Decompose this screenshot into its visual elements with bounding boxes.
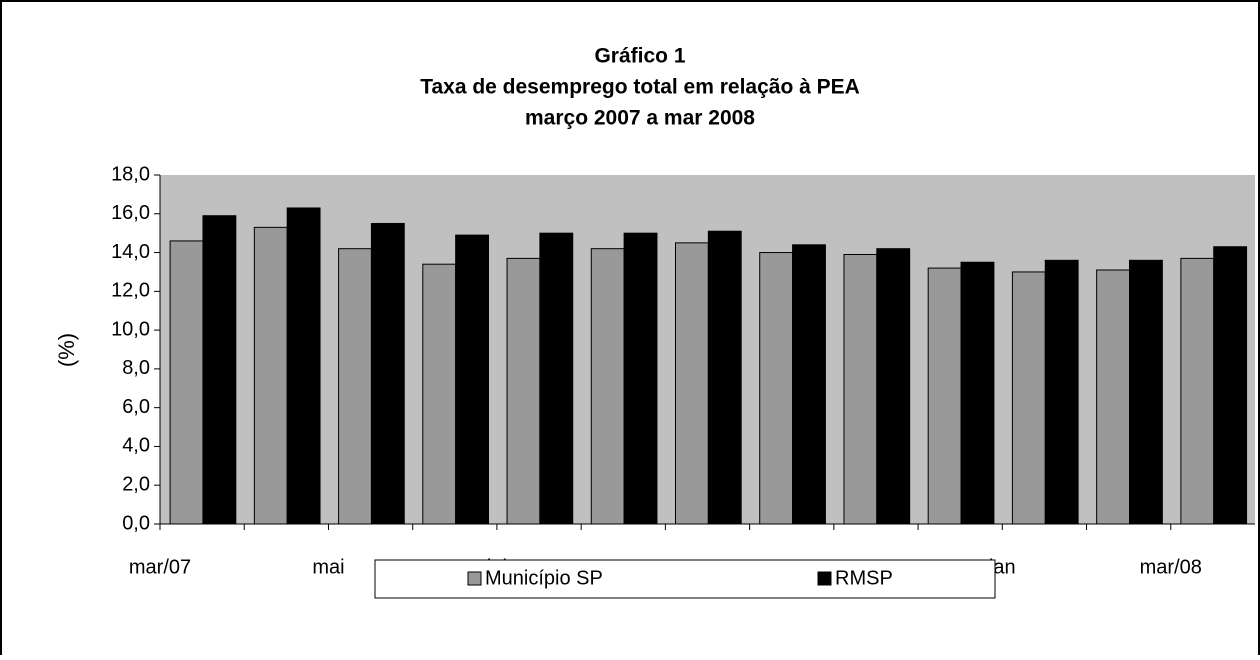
y-tick-label: 4,0 xyxy=(122,435,150,457)
bar xyxy=(422,263,457,525)
bar xyxy=(338,248,372,525)
chart-title: março 2007 a mar 2008 xyxy=(525,107,755,130)
y-tick-label: 0,0 xyxy=(122,512,150,534)
y-tick-label: 14,0 xyxy=(111,241,150,263)
y-tick-label: 6,0 xyxy=(122,396,150,418)
bar xyxy=(759,252,794,525)
bar xyxy=(286,207,321,525)
x-tick-label: mai xyxy=(312,556,344,578)
bar xyxy=(1213,246,1248,525)
x-tick-label: mar/08 xyxy=(1140,556,1202,578)
bar xyxy=(370,222,405,525)
y-tick-label: 16,0 xyxy=(111,202,150,224)
bar xyxy=(506,257,541,525)
bar xyxy=(623,232,658,525)
bar xyxy=(960,261,995,525)
legend-label: Município SP xyxy=(485,567,603,589)
bar xyxy=(455,234,489,525)
bar xyxy=(1128,259,1163,525)
legend-label: RMSP xyxy=(835,567,893,589)
y-axis-label: (%) xyxy=(54,333,79,367)
chart-title: Gráfico 1 xyxy=(594,45,685,68)
bar xyxy=(202,215,237,525)
bar xyxy=(792,244,826,525)
x-tick-label: mar/07 xyxy=(129,556,191,578)
bar xyxy=(1044,259,1079,525)
y-tick-label: 10,0 xyxy=(111,318,150,340)
y-tick-label: 2,0 xyxy=(122,474,150,496)
bar xyxy=(674,242,709,525)
bar xyxy=(927,267,962,525)
bar xyxy=(253,226,288,525)
y-tick-label: 18,0 xyxy=(111,163,150,185)
bar xyxy=(1096,269,1130,525)
legend-swatch xyxy=(467,571,482,586)
bar xyxy=(843,253,878,525)
y-tick-label: 8,0 xyxy=(122,357,150,379)
chart-title: Taxa de desemprego total em relação à PE… xyxy=(420,76,860,99)
bar xyxy=(590,248,625,525)
bar xyxy=(1180,257,1215,525)
y-tick-label: 12,0 xyxy=(111,280,150,302)
bar xyxy=(169,240,204,525)
bar xyxy=(707,230,742,525)
bar xyxy=(876,248,911,525)
legend-swatch xyxy=(817,571,832,586)
bar xyxy=(539,232,574,525)
bar xyxy=(1011,271,1046,525)
